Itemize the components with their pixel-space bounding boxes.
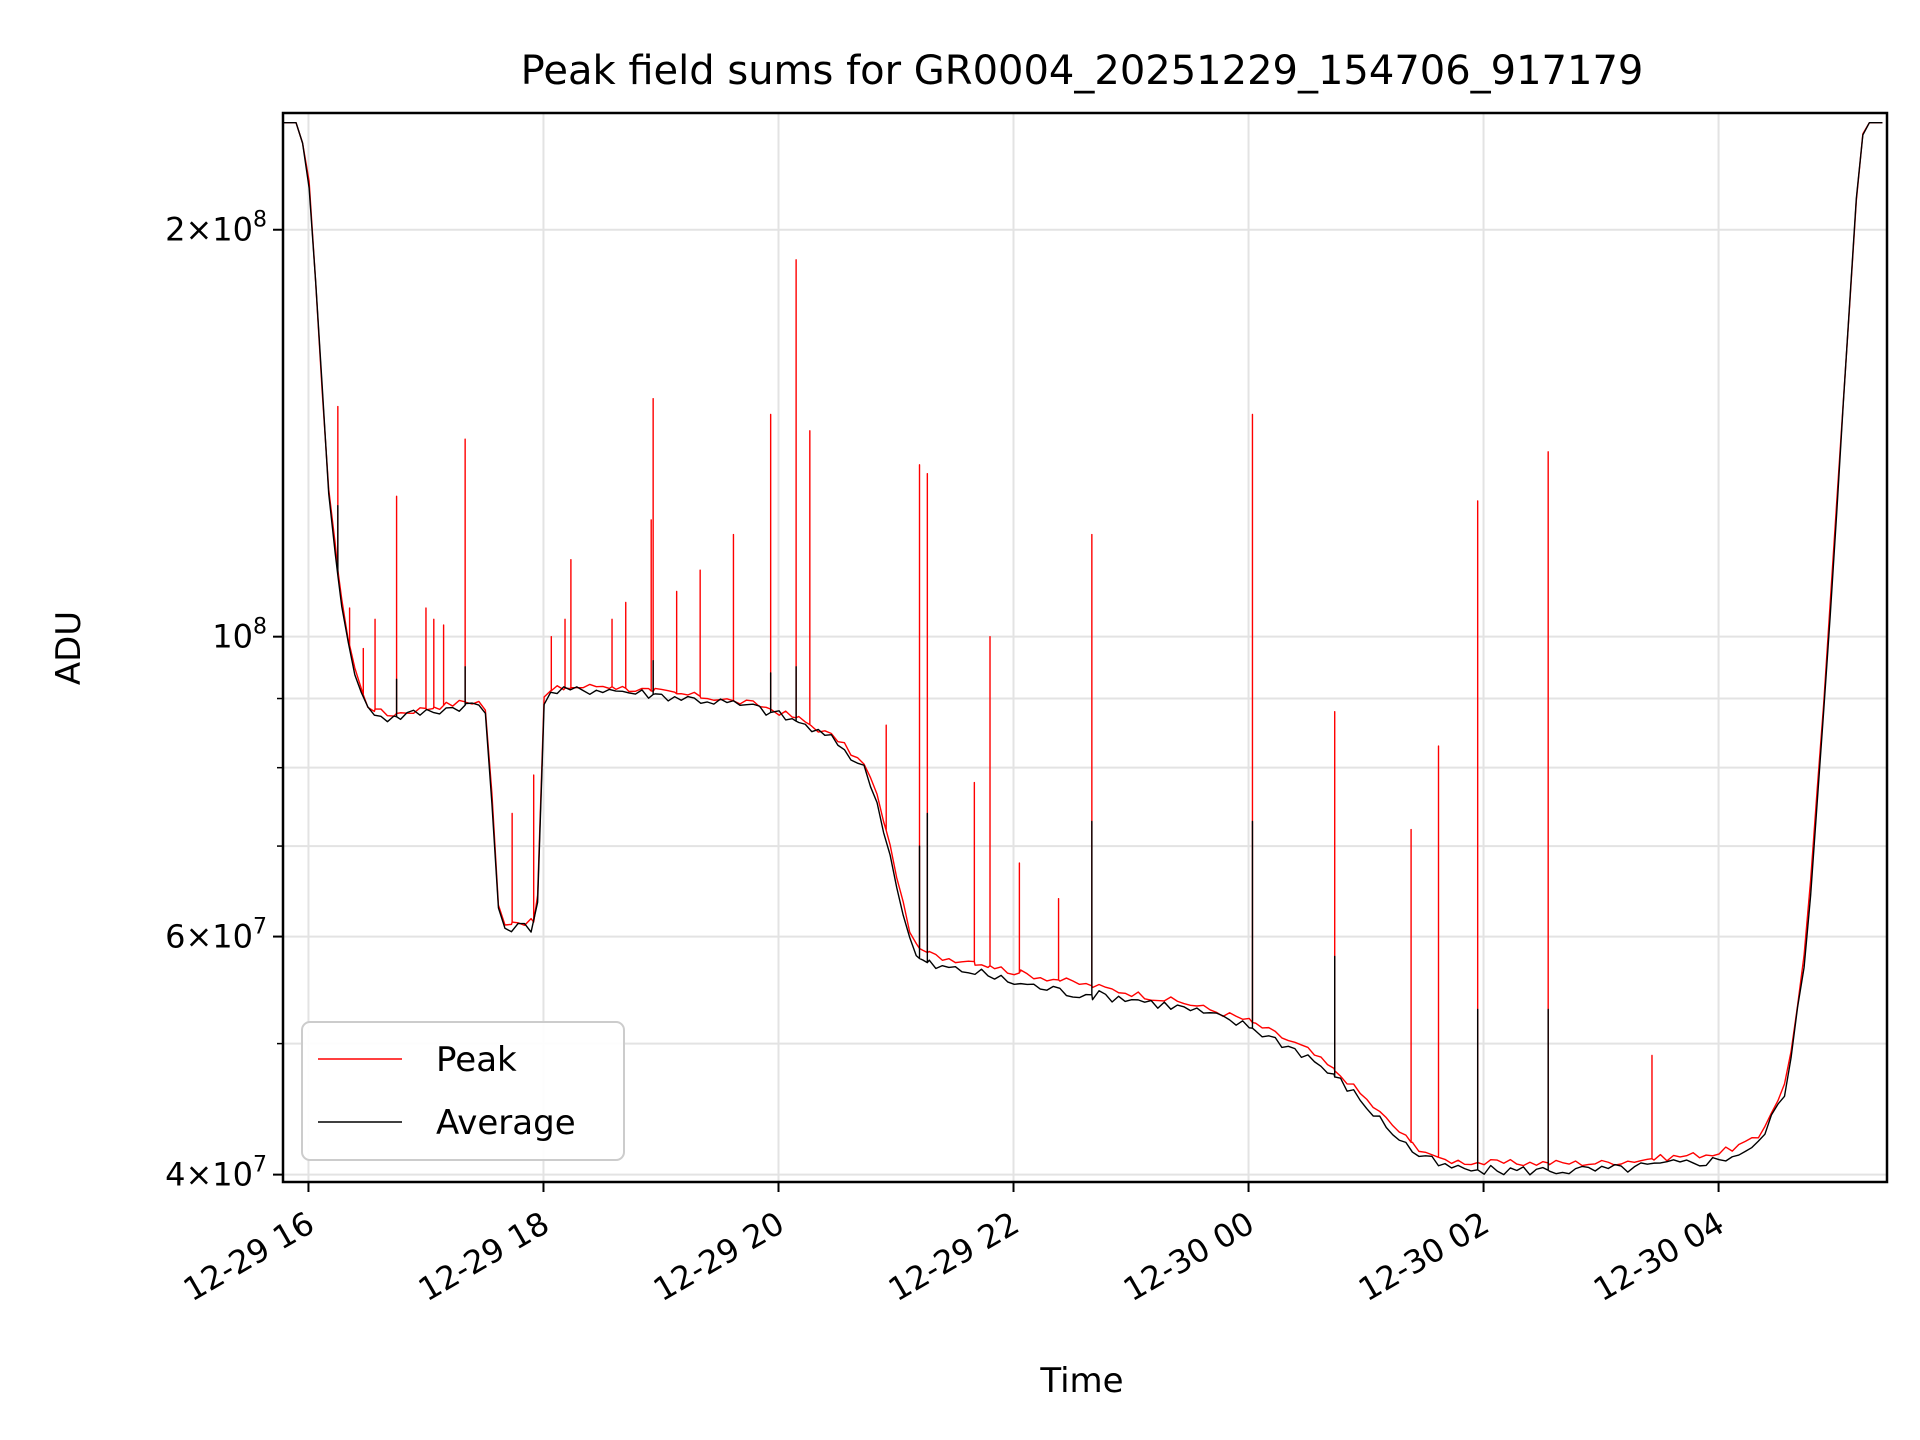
y-tick-label: 2×108	[165, 208, 267, 249]
y-tick-label: 6×107	[165, 915, 267, 956]
legend-box	[301, 1021, 625, 1161]
chart-title: Peak field sums for GR0004_20251229_1547…	[521, 48, 1644, 94]
series-line-peak	[283, 122, 1883, 1167]
x-axis-label: Time	[1039, 1361, 1123, 1401]
legend-label-peak: Peak	[436, 1040, 517, 1080]
legend-label-average: Average	[436, 1103, 576, 1143]
y-axis-label: ADU	[49, 611, 89, 685]
legend: Peak Average	[301, 1021, 625, 1161]
y-tick-label: 108	[212, 615, 267, 656]
y-axis: 4×107 6×107 108 2×108	[165, 208, 283, 1194]
grid-layer	[283, 113, 1887, 1182]
y-tick-label: 4×107	[165, 1153, 267, 1194]
plot-frame	[281, 111, 1889, 1184]
series-layer	[283, 122, 1883, 1176]
series-line-average	[283, 122, 1883, 1176]
